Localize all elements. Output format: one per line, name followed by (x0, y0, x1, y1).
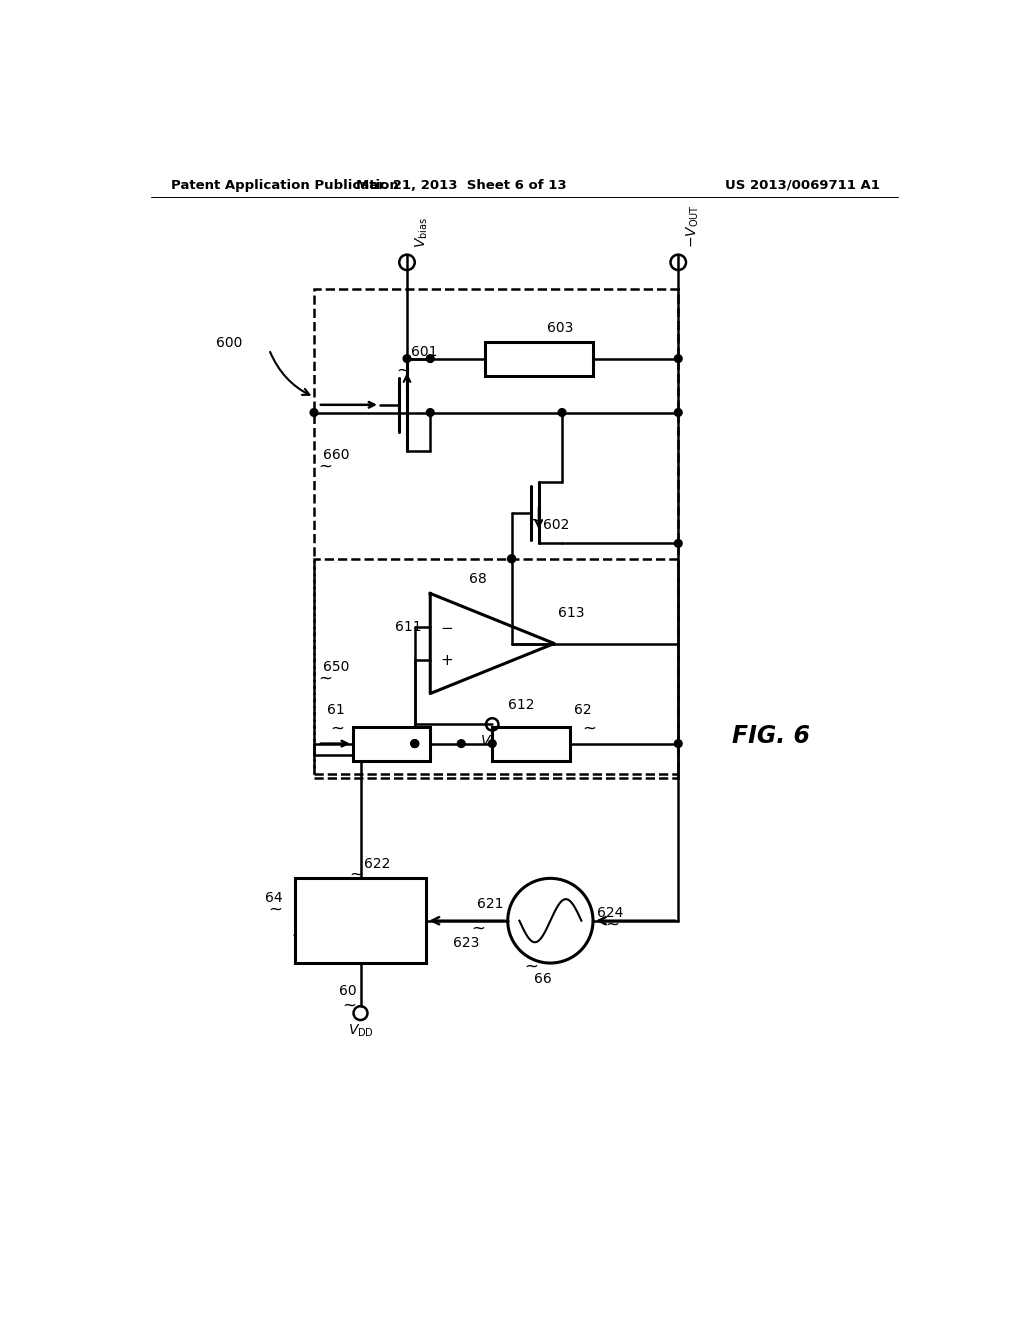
Text: 62: 62 (573, 702, 591, 717)
Text: ~: ~ (396, 362, 411, 379)
Text: ~: ~ (268, 900, 283, 919)
Text: FIG. 6: FIG. 6 (732, 723, 811, 748)
Bar (484, 342, 593, 376)
Text: ~: ~ (317, 669, 332, 688)
Text: ~: ~ (582, 719, 596, 737)
Text: 68: 68 (469, 572, 486, 586)
Text: ~: ~ (317, 458, 332, 475)
Text: 612: 612 (508, 698, 535, 711)
Circle shape (675, 739, 682, 747)
Text: Mar. 21, 2013  Sheet 6 of 13: Mar. 21, 2013 Sheet 6 of 13 (356, 178, 566, 191)
Text: 61: 61 (328, 702, 345, 717)
Text: ~: ~ (528, 511, 542, 529)
Text: ~: ~ (342, 997, 356, 1014)
Circle shape (675, 355, 682, 363)
Text: US 2013/0069711 A1: US 2013/0069711 A1 (725, 178, 880, 191)
Circle shape (458, 739, 465, 747)
Circle shape (675, 409, 682, 416)
Text: ~: ~ (349, 866, 364, 883)
Circle shape (508, 554, 515, 562)
Text: 650: 650 (324, 660, 349, 673)
Text: ~: ~ (605, 916, 620, 933)
Bar (352, 726, 430, 760)
Text: 603: 603 (547, 322, 572, 335)
Circle shape (310, 409, 317, 416)
Circle shape (411, 739, 419, 747)
Circle shape (426, 355, 434, 363)
Text: $-V_{\mathrm{OUT}}$: $-V_{\mathrm{OUT}}$ (684, 205, 700, 248)
Circle shape (488, 739, 496, 747)
Text: ~: ~ (331, 719, 344, 737)
Circle shape (411, 739, 419, 747)
Bar (493, 726, 569, 760)
Text: 611: 611 (395, 619, 422, 634)
Text: 601: 601 (411, 345, 437, 359)
Text: 602: 602 (543, 517, 569, 532)
Text: $+$: $+$ (439, 653, 453, 668)
Text: $V_{\mathrm{DD}}$: $V_{\mathrm{DD}}$ (347, 1022, 374, 1039)
Text: $-$: $-$ (439, 619, 453, 634)
Text: 613: 613 (558, 606, 585, 619)
Text: 623: 623 (454, 936, 480, 950)
Circle shape (426, 409, 434, 416)
Text: Charge
pump: Charge pump (333, 904, 388, 937)
Text: 64: 64 (265, 891, 283, 904)
Text: $V_{\mathrm{ref}}$: $V_{\mathrm{ref}}$ (479, 734, 505, 750)
Circle shape (558, 409, 566, 416)
Circle shape (403, 355, 411, 363)
Text: 66: 66 (534, 973, 552, 986)
Text: ~: ~ (471, 920, 485, 937)
Text: ~: ~ (524, 958, 538, 975)
Text: 624: 624 (597, 906, 624, 920)
Text: 660: 660 (324, 447, 350, 462)
Circle shape (508, 554, 515, 562)
Text: 600: 600 (216, 337, 243, 350)
Bar (314, 558, 678, 779)
Text: 622: 622 (365, 857, 391, 871)
Bar (295, 878, 426, 964)
Circle shape (675, 540, 682, 548)
Text: Patent Application Publication: Patent Application Publication (171, 178, 398, 191)
Text: 60: 60 (339, 983, 356, 998)
Text: $V_{\mathrm{bias}}$: $V_{\mathrm{bias}}$ (414, 218, 430, 248)
Bar (314, 289, 678, 775)
Text: 621: 621 (477, 896, 504, 911)
